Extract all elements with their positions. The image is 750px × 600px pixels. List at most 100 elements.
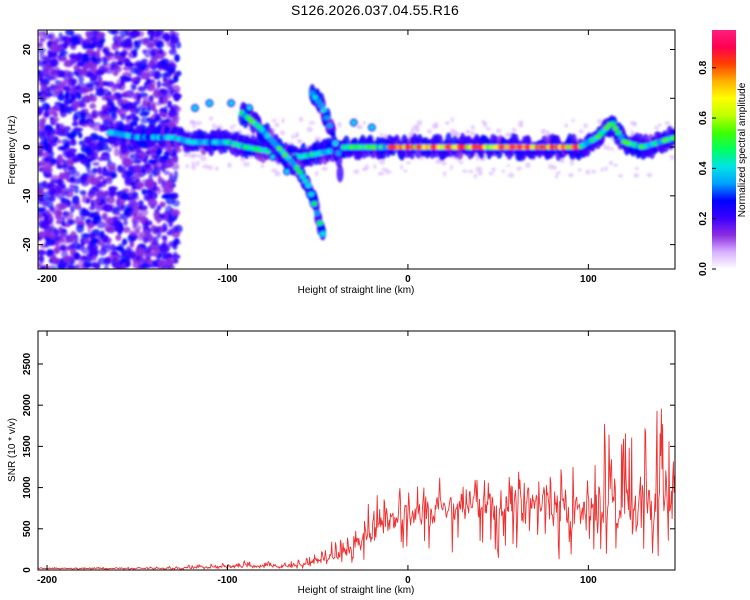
noise-blob <box>66 264 76 269</box>
noise-blob <box>44 92 53 98</box>
noise-blob <box>100 151 111 161</box>
noise-blob <box>175 70 182 77</box>
noise-blob <box>128 200 135 206</box>
noise-blob <box>131 93 138 100</box>
faint-blob <box>608 160 614 166</box>
noise-blob <box>52 111 59 118</box>
noise-blob <box>43 215 50 225</box>
colorbar: 0.0 0.2 0.4 0.6 0.8 Normalized spectral ampl… <box>698 30 748 276</box>
noise-blob <box>61 35 70 42</box>
noise-blob <box>135 155 143 164</box>
colorbar-tick-label: 0.6 <box>698 111 709 125</box>
noise-blob <box>40 36 47 43</box>
noise-blob <box>171 209 181 217</box>
noise-blob <box>58 226 63 233</box>
faint-blob <box>554 174 559 179</box>
noise-blob <box>49 132 56 141</box>
branch2-core <box>320 107 327 113</box>
y-tick-label: -20 <box>22 237 33 252</box>
noise-blob <box>60 198 71 205</box>
noise-blob <box>132 220 137 228</box>
noise-blob <box>132 49 138 58</box>
noise-blob <box>58 32 63 39</box>
noise-blob <box>142 96 152 103</box>
noise-blob <box>161 194 169 199</box>
noise-blob <box>67 243 76 250</box>
noise-blob <box>146 169 151 174</box>
branch-core <box>308 191 315 197</box>
noise-blob <box>92 161 100 166</box>
noise-blob <box>87 193 95 200</box>
noise-blob <box>167 121 173 129</box>
faint-blob <box>511 127 517 133</box>
noise-blob <box>80 175 87 184</box>
noise-blob <box>92 81 101 86</box>
noise-blob <box>72 100 80 109</box>
noise-blob <box>81 66 88 73</box>
noise-blob <box>73 252 81 260</box>
noise-blob <box>123 250 133 259</box>
noise-blob <box>65 132 74 139</box>
noise-blob <box>120 78 125 86</box>
faint-blob <box>433 122 439 128</box>
noise-blob <box>159 243 168 253</box>
noise-blob <box>144 229 150 238</box>
faint-blob <box>488 171 494 176</box>
noise-blob <box>151 49 156 56</box>
noise-blob <box>69 176 76 183</box>
noise-blob <box>93 125 100 132</box>
faint-blob <box>604 166 609 171</box>
carrier-peak <box>548 144 556 150</box>
noise-blob <box>68 166 75 171</box>
y-tick-label: -10 <box>22 188 33 203</box>
noise-blob <box>38 188 45 197</box>
faint-blob <box>232 123 236 128</box>
faint-blob <box>443 171 447 177</box>
faint-blob <box>613 163 618 167</box>
noise-blob <box>169 228 180 233</box>
noise-blob <box>126 102 136 110</box>
noise-blob <box>153 36 159 44</box>
noise-blob <box>70 95 76 101</box>
noise-blob <box>48 240 57 246</box>
noise-blob <box>155 30 165 35</box>
noise-blob <box>128 113 138 121</box>
noise-blob <box>102 235 109 243</box>
faint-blob <box>610 146 614 151</box>
y-tick-label: 500 <box>22 520 33 537</box>
faint-blob <box>202 164 210 169</box>
noise-blob <box>153 236 159 245</box>
y-tick-label: 1000 <box>22 476 33 499</box>
faint-blob <box>450 164 454 171</box>
noise-blob <box>110 250 118 256</box>
snr-x-axis-label: Height of straight line (km) <box>298 585 415 596</box>
faint-blob <box>243 161 250 167</box>
noise-blob <box>118 224 124 233</box>
noise-blob <box>116 36 122 42</box>
noise-blob <box>51 257 61 265</box>
faint-blob <box>281 117 285 124</box>
faint-blob <box>633 172 640 178</box>
noise-blob <box>67 236 78 244</box>
branch-core <box>316 220 323 226</box>
faint-blob <box>240 157 246 162</box>
noise-blob <box>97 76 103 82</box>
noise-blob <box>44 229 55 238</box>
faint-blob <box>596 118 603 125</box>
faint-blob <box>473 173 478 179</box>
faint-blob <box>199 155 207 162</box>
noise-blob <box>79 86 88 95</box>
noise-blob <box>47 52 55 59</box>
faint-blob <box>657 123 663 127</box>
noise-blob <box>121 238 128 246</box>
noise-blob <box>86 211 97 218</box>
noise-blob <box>147 30 155 37</box>
noise-blob <box>58 203 68 209</box>
noise-blob <box>89 30 99 37</box>
carrier-core <box>609 121 616 127</box>
noise-blob <box>38 198 42 205</box>
faint-blob <box>189 119 194 124</box>
noise-blob <box>44 33 53 40</box>
island-core <box>351 120 356 125</box>
noise-blob <box>163 181 172 190</box>
